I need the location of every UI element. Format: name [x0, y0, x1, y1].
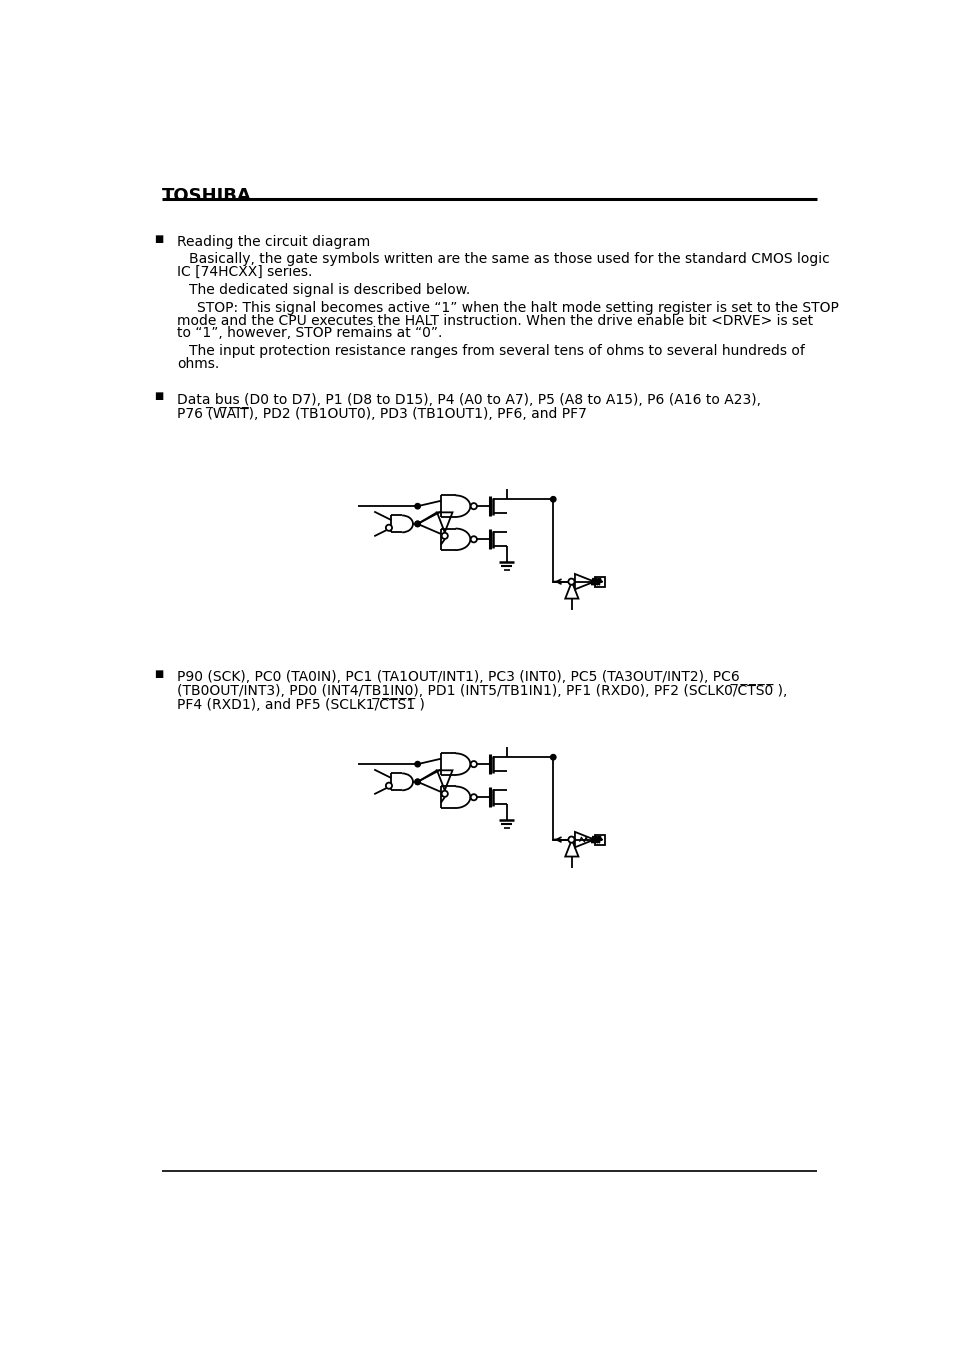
Circle shape — [385, 525, 392, 531]
Text: Reading the circuit diagram: Reading the circuit diagram — [177, 235, 370, 250]
Text: TOSHIBA: TOSHIBA — [162, 186, 252, 205]
Circle shape — [441, 791, 447, 796]
Circle shape — [568, 837, 574, 842]
Bar — [594, 834, 604, 845]
Circle shape — [415, 521, 420, 526]
Circle shape — [568, 579, 574, 585]
Text: P90 (SCK), PC0 (TA0IN), PC1 (TA1OUT/INT1), PC3 (INT0), PC5 (TA3OUT/INT2), PC6: P90 (SCK), PC0 (TA0IN), PC1 (TA1OUT/INT1… — [177, 670, 740, 684]
Text: mode and the CPU executes the HALT instruction. When the drive enable bit <DRVE>: mode and the CPU executes the HALT instr… — [177, 313, 813, 328]
Circle shape — [385, 783, 392, 788]
Circle shape — [591, 579, 597, 585]
Text: P76 (̅W̅A̅I̅T̅), PD2 (TB1OUT0), PD3 (TB1OUT1), PF6, and PF7: P76 (̅W̅A̅I̅T̅), PD2 (TB1OUT0), PD3 (TB1… — [177, 406, 587, 421]
Text: Basically, the gate symbols written are the same as those used for the standard : Basically, the gate symbols written are … — [189, 252, 829, 266]
Text: ohms.: ohms. — [177, 356, 219, 371]
Text: ■: ■ — [154, 392, 163, 401]
Circle shape — [470, 504, 476, 509]
Text: Data bus (D0 to D7), P1 (D8 to D15), P4 (A0 to A7), P5 (A8 to A15), P6 (A16 to A: Data bus (D0 to D7), P1 (D8 to D15), P4 … — [177, 393, 760, 406]
Text: to “1”, however, STOP remains at “0”.: to “1”, however, STOP remains at “0”. — [177, 325, 442, 340]
Circle shape — [591, 837, 597, 842]
Text: (TB0OUT/INT3), PD0 (INT4/TB1IN0), PD1 (INT5/TB1IN1), PF1 (RXD0), PF2 (SCLK0/̅C̅T: (TB0OUT/INT3), PD0 (INT4/TB1IN0), PD1 (I… — [177, 684, 787, 698]
Circle shape — [415, 504, 420, 509]
Text: STOP: This signal becomes active “1” when the halt mode setting register is set : STOP: This signal becomes active “1” whe… — [196, 301, 838, 316]
Bar — [594, 576, 604, 587]
Text: ■: ■ — [154, 668, 163, 679]
Text: ■: ■ — [154, 234, 163, 243]
Text: PF4 (RXD1), and PF5 (SCLK1/̅C̅T̅S̅1̅ ): PF4 (RXD1), and PF5 (SCLK1/̅C̅T̅S̅1̅ ) — [177, 698, 425, 711]
Circle shape — [470, 536, 476, 543]
Circle shape — [550, 497, 556, 502]
Text: The dedicated signal is described below.: The dedicated signal is described below. — [189, 284, 470, 297]
Circle shape — [550, 755, 556, 760]
Circle shape — [415, 779, 420, 784]
Circle shape — [470, 794, 476, 801]
Circle shape — [415, 521, 420, 526]
Circle shape — [415, 779, 420, 784]
Text: IC [74HCXX] series.: IC [74HCXX] series. — [177, 265, 313, 278]
Circle shape — [441, 533, 447, 539]
Circle shape — [415, 761, 420, 767]
Circle shape — [470, 761, 476, 767]
Text: The input protection resistance ranges from several tens of ohms to several hund: The input protection resistance ranges f… — [189, 344, 804, 359]
